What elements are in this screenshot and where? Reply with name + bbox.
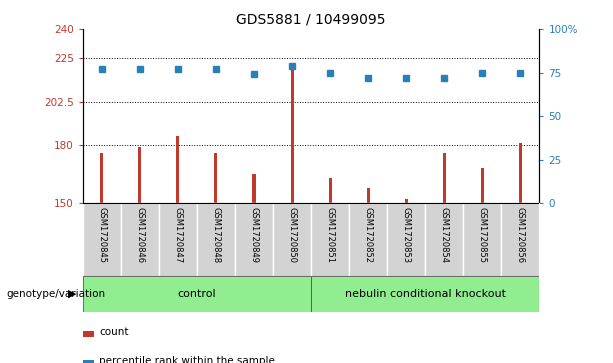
Text: GSM1720856: GSM1720856	[516, 207, 525, 263]
Text: GSM1720848: GSM1720848	[211, 207, 221, 263]
Title: GDS5881 / 10499095: GDS5881 / 10499095	[237, 12, 386, 26]
Bar	[273, 203, 311, 276]
Bar	[159, 203, 197, 276]
Text: count: count	[99, 327, 129, 338]
Bar	[311, 276, 539, 312]
Text: nebulin conditional knockout: nebulin conditional knockout	[345, 289, 506, 299]
Text: GSM1720845: GSM1720845	[97, 207, 106, 263]
Bar	[83, 276, 311, 312]
Text: GSM1720849: GSM1720849	[249, 207, 259, 263]
Text: ▶: ▶	[67, 289, 76, 299]
Bar	[387, 203, 425, 276]
Bar	[329, 178, 332, 203]
Text: percentile rank within the sample: percentile rank within the sample	[99, 356, 275, 363]
Text: control: control	[178, 289, 216, 299]
Bar	[235, 203, 273, 276]
Bar	[311, 203, 349, 276]
Text: GSM1720851: GSM1720851	[326, 207, 335, 263]
Bar	[405, 199, 408, 203]
Bar	[83, 203, 121, 276]
Bar	[425, 203, 463, 276]
Bar	[215, 153, 218, 203]
Bar	[519, 143, 522, 203]
Bar	[197, 203, 235, 276]
Bar	[367, 188, 370, 203]
Text: GSM1720854: GSM1720854	[440, 207, 449, 263]
Bar	[83, 360, 94, 363]
Bar	[443, 153, 446, 203]
Bar	[253, 174, 256, 203]
Text: GSM1720852: GSM1720852	[364, 207, 373, 263]
Text: GSM1720850: GSM1720850	[287, 207, 297, 263]
Bar	[121, 203, 159, 276]
Bar	[101, 153, 104, 203]
Bar	[501, 203, 539, 276]
Bar	[481, 168, 484, 203]
Text: genotype/variation: genotype/variation	[6, 289, 105, 299]
Bar	[139, 147, 142, 203]
Text: GSM1720846: GSM1720846	[135, 207, 144, 263]
Bar	[463, 203, 501, 276]
Text: GSM1720853: GSM1720853	[402, 207, 411, 263]
Text: GSM1720855: GSM1720855	[478, 207, 487, 263]
Bar	[83, 331, 94, 337]
Text: GSM1720847: GSM1720847	[173, 207, 183, 263]
Bar	[349, 203, 387, 276]
Bar	[177, 135, 180, 203]
Bar	[291, 70, 294, 203]
